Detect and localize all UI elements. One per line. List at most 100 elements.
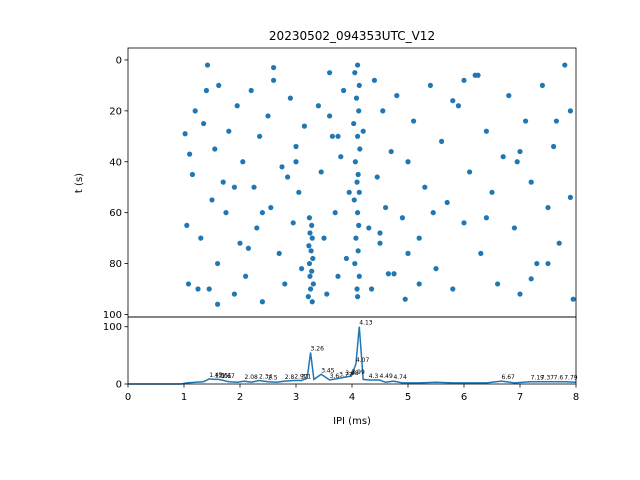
point <box>321 235 327 241</box>
x-tick-label: 6 <box>461 392 467 403</box>
point <box>394 92 400 99</box>
point <box>475 72 481 78</box>
axes-frame <box>127 316 577 385</box>
point <box>402 296 408 302</box>
point <box>226 128 232 134</box>
point <box>293 143 299 150</box>
y-tick-label: 80 <box>109 259 122 270</box>
point <box>483 128 489 134</box>
x-tick-label: 7 <box>517 392 523 403</box>
point <box>383 204 389 211</box>
peak-label: 3.1 <box>302 374 312 381</box>
point <box>511 225 517 231</box>
point <box>329 133 335 139</box>
point <box>495 281 501 287</box>
point <box>307 273 313 279</box>
peak-label: 7.6 <box>554 375 564 382</box>
point <box>209 197 215 203</box>
x-tick-label: 1 <box>181 392 187 403</box>
point <box>335 133 341 139</box>
point <box>343 255 349 262</box>
point <box>301 123 307 129</box>
point <box>377 230 383 236</box>
point <box>528 179 534 185</box>
point <box>279 164 285 170</box>
point <box>517 148 523 155</box>
peak-label: 3.45 <box>321 367 335 374</box>
point <box>567 194 574 200</box>
point <box>201 120 207 127</box>
point <box>461 220 467 226</box>
point <box>212 146 218 152</box>
point <box>534 260 540 267</box>
point <box>259 299 265 305</box>
point <box>324 291 330 297</box>
point <box>268 204 274 211</box>
point <box>306 215 313 221</box>
peak-label: 2.8 <box>285 374 295 381</box>
point <box>354 179 360 185</box>
point <box>545 204 551 211</box>
point <box>315 103 321 109</box>
point <box>411 118 417 124</box>
y-tick-label: 40 <box>109 157 122 168</box>
peak-label: 3.6 <box>330 373 340 380</box>
point <box>369 286 375 292</box>
point <box>427 82 433 89</box>
point <box>327 70 333 76</box>
y-tick-label: 100 <box>103 310 122 321</box>
point <box>489 189 495 195</box>
peak-label: 7.37 <box>541 375 555 382</box>
point <box>234 103 240 109</box>
point <box>528 276 534 282</box>
point <box>506 92 512 99</box>
point <box>461 77 467 83</box>
point <box>551 143 557 150</box>
point <box>351 197 357 203</box>
point <box>356 108 362 114</box>
point <box>371 77 377 83</box>
peak-label: 3.99 <box>351 369 365 376</box>
x-tick-label: 8 <box>573 392 579 403</box>
point <box>215 301 221 307</box>
point <box>299 266 305 272</box>
point <box>539 82 546 89</box>
point <box>265 113 271 119</box>
peak-label: 1.67 <box>222 373 236 380</box>
point <box>332 210 338 216</box>
point <box>306 260 313 267</box>
point <box>189 171 195 178</box>
point <box>220 179 226 185</box>
x-tick-label: 5 <box>405 392 411 403</box>
point <box>257 133 263 139</box>
point <box>309 299 315 305</box>
peak-label: 7.19 <box>531 375 545 382</box>
point <box>405 250 411 256</box>
point <box>240 159 246 165</box>
point <box>182 131 188 137</box>
point <box>567 108 574 114</box>
point <box>231 291 237 297</box>
peak-label: 1.45 <box>209 372 223 379</box>
peak-label: 4.13 <box>359 320 373 327</box>
point <box>455 103 461 109</box>
point <box>380 108 386 114</box>
point <box>318 169 324 175</box>
x-axis-label: IPI (ms) <box>333 416 371 427</box>
point <box>356 82 362 89</box>
point <box>374 174 380 180</box>
point <box>399 215 405 221</box>
point <box>231 184 237 190</box>
point <box>310 255 316 262</box>
point <box>556 240 562 246</box>
point <box>353 95 360 101</box>
point <box>433 266 439 272</box>
point <box>356 222 362 228</box>
point <box>553 118 560 124</box>
point <box>346 189 352 195</box>
point <box>430 210 436 216</box>
point <box>405 159 411 165</box>
y-axis-label: t (s) <box>74 173 85 193</box>
point <box>204 62 211 68</box>
